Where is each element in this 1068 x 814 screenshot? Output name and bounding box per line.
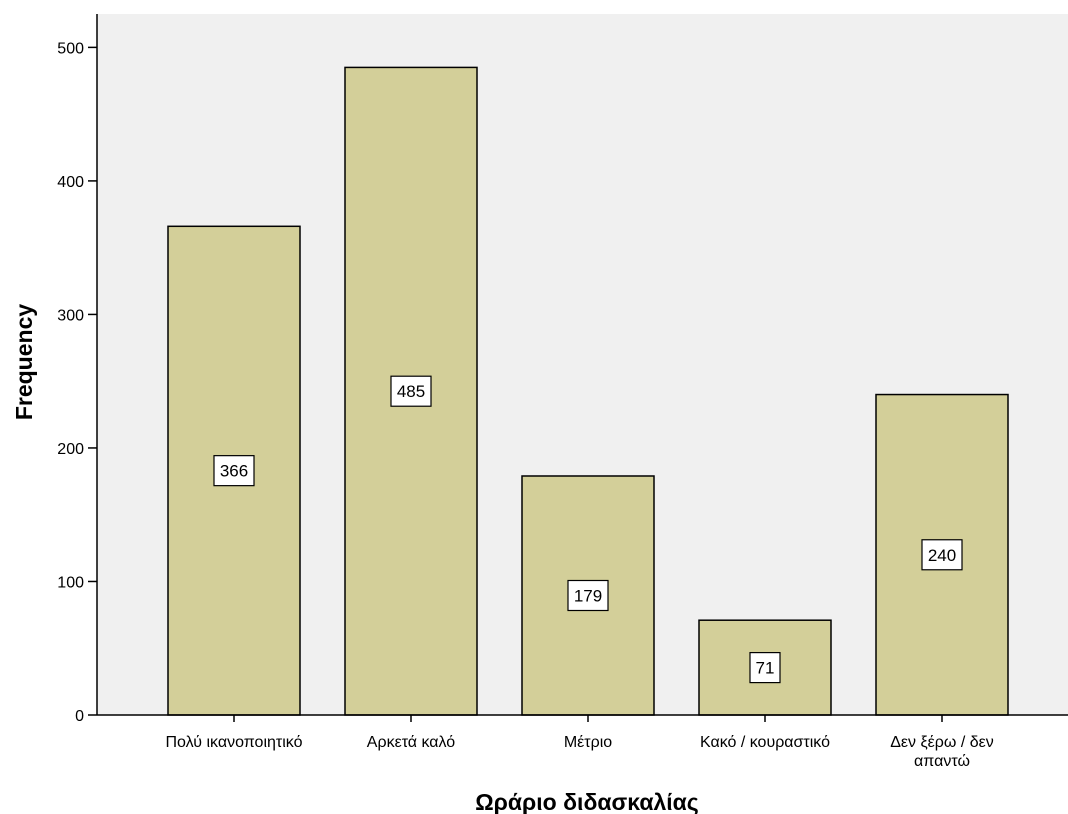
y-tick-label: 400 <box>57 174 84 191</box>
y-tick-label: 0 <box>75 708 84 725</box>
x-tick-label: Αρκετά καλό <box>367 734 456 751</box>
x-tick-label: Δεν ξέρω / δεν <box>890 734 994 751</box>
data-label-box <box>567 579 609 612</box>
data-label: 179 <box>574 586 602 605</box>
x-tick-label: Πολύ ικανοποιητικό <box>166 734 303 751</box>
data-label-box <box>390 375 432 407</box>
x-tick-label: απαντώ <box>914 753 970 770</box>
x-axis-title: Ωράριο διδασκαλίας <box>475 789 699 814</box>
data-label: 240 <box>928 546 956 565</box>
bars-layer: 366 485 179 71 240 <box>167 66 1009 716</box>
y-tick-label: 200 <box>57 441 84 458</box>
y-tick-label: 300 <box>57 307 84 324</box>
y-axis-title: Frequency <box>11 304 37 421</box>
x-tick-label: Μέτριο <box>564 734 612 751</box>
y-tick-label: 500 <box>57 40 84 57</box>
axes-layer: Πολύ ικανοποιητικό Αρκετά καλό Μέτριο Κακό … <box>57 14 1068 770</box>
data-label: 485 <box>397 382 425 401</box>
data-label: 366 <box>220 462 248 481</box>
data-label-box <box>921 539 963 571</box>
data-label-box <box>213 455 255 487</box>
x-tick-label: Κακό / κουραστικό <box>700 734 830 751</box>
data-label: 71 <box>756 659 775 678</box>
y-tick-label: 100 <box>57 574 84 591</box>
data-label-box <box>749 651 781 684</box>
